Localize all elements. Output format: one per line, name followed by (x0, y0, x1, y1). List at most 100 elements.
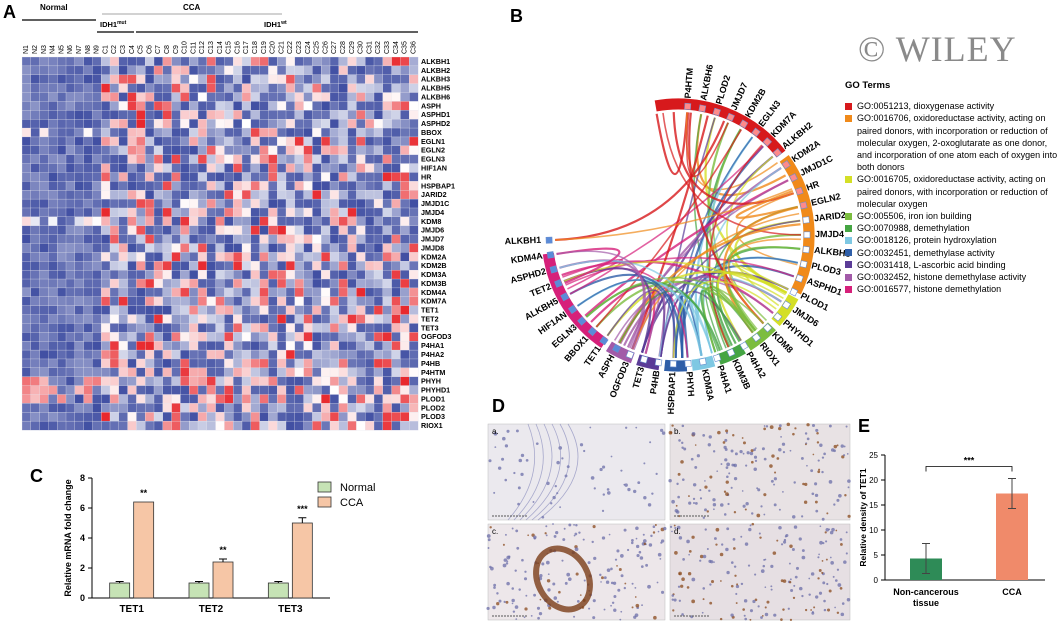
heatmap-cell (171, 252, 181, 262)
heatmap-cell (39, 83, 49, 93)
heatmap-cell (382, 163, 392, 173)
heatmap-cell (30, 314, 40, 324)
heatmap-cell (400, 101, 410, 111)
heatmap-cell (400, 136, 410, 147)
e-ytick-label: 5 (874, 551, 879, 560)
heatmap-cell (109, 92, 120, 102)
heatmap-cell (409, 252, 419, 262)
heatmap-cell (118, 207, 128, 218)
heatmap-cell (153, 181, 164, 191)
sample-label: N2 (32, 45, 39, 54)
heatmap-cell (303, 74, 313, 84)
heatmap-cell (233, 216, 243, 227)
heatmap-cell (338, 278, 348, 289)
heatmap-cell (303, 207, 313, 218)
heatmap-cell (118, 385, 128, 395)
heatmap-cell (39, 101, 49, 111)
heatmap-cell (233, 136, 243, 147)
heatmap-cell (338, 367, 348, 378)
heatmap-cell (127, 323, 137, 333)
heatmap-cell (321, 207, 331, 218)
heatmap-cell (365, 181, 375, 191)
heatmap-cell (224, 261, 234, 271)
heatmap-cell (277, 234, 287, 244)
heatmap-cell (101, 314, 111, 324)
heatmap-cell (391, 56, 401, 67)
heatmap-cell (215, 367, 225, 378)
heatmap-cell (171, 56, 181, 67)
heatmap-cell (268, 269, 278, 280)
heatmap-cell (294, 403, 304, 413)
sample-label: N8 (85, 45, 92, 54)
heatmap-cell (277, 367, 287, 378)
heatmap-cell (180, 163, 190, 173)
heatmap-cell (57, 403, 67, 413)
heatmap-cell (241, 83, 252, 93)
gene-label: BBOX (421, 128, 442, 137)
heatmap-cell (145, 110, 155, 120)
heatmap-cell (162, 56, 172, 67)
heatmap-cell (127, 65, 137, 76)
heatmap-cell (303, 92, 313, 102)
gene-label: P4HA1 (421, 341, 444, 350)
heatmap-cell (83, 243, 93, 253)
heatmap-cell (373, 261, 384, 271)
heatmap-cell (48, 296, 58, 307)
heatmap-cell (268, 172, 278, 182)
heatmap-cell (39, 136, 49, 147)
heatmap-cell (400, 261, 410, 271)
heatmap-cell (65, 216, 76, 227)
heatmap-cell (162, 269, 172, 280)
heatmap-cell (153, 296, 164, 307)
c-bar (109, 582, 131, 599)
heatmap-cell (162, 207, 172, 218)
heatmap-cell (153, 65, 164, 76)
heatmap-cell (206, 225, 216, 235)
heatmap-cell (373, 376, 384, 386)
sample-label: C4 (129, 45, 136, 54)
heatmap-cell (303, 314, 313, 324)
heatmap-cell (347, 314, 357, 324)
heatmap-cell (74, 420, 84, 431)
heatmap-cell (39, 216, 49, 227)
heatmap-cell (153, 234, 164, 244)
legend-swatch (845, 285, 852, 293)
heatmap-cell (224, 56, 234, 67)
heatmap-cell (21, 305, 32, 315)
heatmap-cell (321, 394, 331, 404)
heatmap-cell (329, 65, 340, 76)
gene-node (698, 357, 707, 366)
chord-ribbon (569, 273, 684, 358)
heatmap-cell (189, 110, 199, 120)
heatmap-cell (294, 207, 304, 218)
heatmap-cell (162, 92, 172, 102)
heatmap-cell (83, 56, 93, 67)
heatmap-cell (180, 367, 190, 378)
sample-label: C8 (164, 45, 171, 54)
heatmap-cell (241, 207, 252, 218)
heatmap-cell (365, 207, 375, 218)
heatmap-cell (285, 287, 296, 298)
heatmap-cell (329, 341, 340, 351)
heatmap-cell (409, 412, 419, 422)
heatmap-cell (109, 110, 120, 120)
c-category-label: TET1 (119, 604, 144, 615)
heatmap-cell (268, 323, 278, 333)
legend-label: GO:0032451, demethylase activity (857, 247, 995, 258)
heatmap-cell (391, 234, 401, 244)
heatmap-cell (409, 349, 419, 360)
heatmap-cell (197, 385, 208, 395)
heatmap-cell (365, 234, 375, 244)
heatmap-cell (162, 198, 172, 209)
heatmap-cell (233, 296, 243, 307)
gene-node (612, 343, 622, 353)
heatmap-cell (74, 332, 84, 342)
heatmap-cell (268, 341, 278, 351)
gene-label: ASPHD2 (421, 119, 450, 128)
wiley-watermark: © WILEY (858, 29, 1017, 69)
legend-item: GO:0051213, dioxygenase activity (845, 100, 1063, 112)
gene-node (795, 186, 804, 196)
heatmap-cell (303, 287, 313, 298)
heatmap-cell (162, 296, 172, 307)
